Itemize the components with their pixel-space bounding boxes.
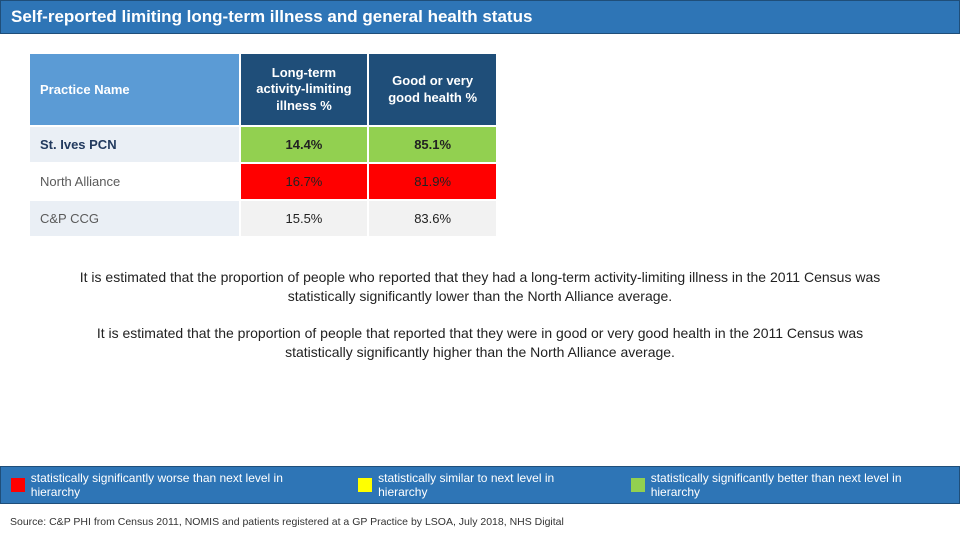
swatch-green [631, 478, 645, 492]
health-table: Practice Name Long-term activity-limitin… [28, 52, 498, 238]
legend-item-worse: statistically significantly worse than n… [11, 471, 330, 499]
cell-illness: 16.7% [240, 163, 369, 200]
col-header-illness: Long-term activity-limiting illness % [240, 53, 369, 126]
cell-illness: 14.4% [240, 126, 369, 163]
body-text: It is estimated that the proportion of p… [70, 268, 890, 362]
cell-illness: 15.5% [240, 200, 369, 237]
paragraph: It is estimated that the proportion of p… [70, 324, 890, 362]
legend-item-better: statistically significantly better than … [631, 471, 949, 499]
cell-good-health: 83.6% [368, 200, 497, 237]
legend-item-similar: statistically similar to next level in h… [358, 471, 603, 499]
legend-label: statistically significantly better than … [651, 471, 949, 499]
col-header-good-health: Good or very good health % [368, 53, 497, 126]
legend-label: statistically similar to next level in h… [378, 471, 603, 499]
col-header-practice: Practice Name [29, 53, 240, 126]
cell-good-health: 85.1% [368, 126, 497, 163]
source-citation: Source: C&P PHI from Census 2011, NOMIS … [10, 516, 564, 528]
table-row: North Alliance 16.7% 81.9% [29, 163, 497, 200]
table-row: C&P CCG 15.5% 83.6% [29, 200, 497, 237]
cell-good-health: 81.9% [368, 163, 497, 200]
page-title: Self-reported limiting long-term illness… [0, 0, 960, 34]
swatch-yellow [358, 478, 372, 492]
paragraph: It is estimated that the proportion of p… [70, 268, 890, 306]
legend-bar: statistically significantly worse than n… [0, 466, 960, 504]
practice-name: North Alliance [29, 163, 240, 200]
table-header-row: Practice Name Long-term activity-limitin… [29, 53, 497, 126]
swatch-red [11, 478, 25, 492]
legend-label: statistically significantly worse than n… [31, 471, 331, 499]
table-row: St. Ives PCN 14.4% 85.1% [29, 126, 497, 163]
practice-name: St. Ives PCN [29, 126, 240, 163]
practice-name: C&P CCG [29, 200, 240, 237]
